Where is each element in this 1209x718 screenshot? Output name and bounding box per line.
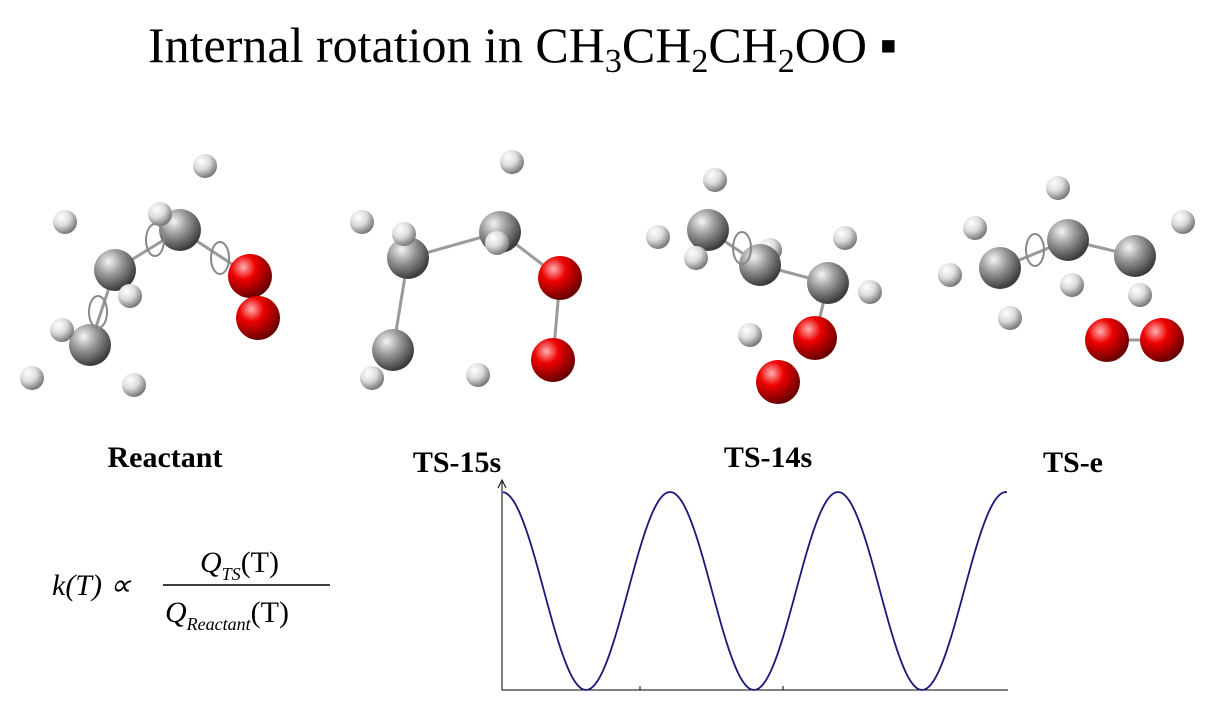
atom [122, 373, 146, 397]
formula-lhs: k(T) ∝ [52, 569, 131, 602]
atom [738, 323, 762, 347]
atom [485, 231, 509, 255]
atom [1128, 283, 1152, 307]
atom [20, 366, 44, 390]
atom [148, 202, 172, 226]
atom [646, 225, 670, 249]
argument: (T) [251, 596, 289, 629]
atom [500, 150, 524, 174]
atom [998, 306, 1022, 330]
atom [360, 366, 384, 390]
symbol: Q [200, 546, 222, 579]
atom [833, 226, 857, 250]
title-subscript: 2 [691, 43, 708, 80]
atom [979, 247, 1021, 289]
energy-profile [497, 478, 1008, 691]
atom [387, 237, 429, 279]
subscript: TS [222, 564, 241, 584]
atom [1046, 176, 1070, 200]
atom [938, 263, 962, 287]
atom [53, 210, 77, 234]
atom [94, 249, 136, 291]
atom [392, 222, 416, 246]
atom [1171, 210, 1195, 234]
rotation-marker [732, 231, 752, 265]
atom [858, 280, 882, 304]
atom [684, 246, 708, 270]
atom [807, 262, 849, 304]
atom [1047, 219, 1089, 261]
title-text: CH [708, 17, 777, 73]
atom [236, 296, 280, 340]
structure-label: Reactant [108, 441, 223, 474]
title-text: OO ▪ [795, 17, 897, 73]
atom [703, 168, 727, 192]
atom [118, 284, 142, 308]
atom [228, 254, 272, 298]
atom [1140, 318, 1184, 362]
atom [538, 256, 582, 300]
rotation-marker [1025, 233, 1045, 267]
rotation-marker [210, 241, 230, 275]
structure-label: TS-14s [724, 441, 812, 474]
atom [739, 244, 781, 286]
formula-denominator: QReactant(T) [165, 596, 289, 634]
atom [1085, 318, 1129, 362]
title-text: Internal rotation in CH [148, 17, 605, 73]
title-subscript: 3 [605, 43, 622, 80]
slide-title: Internal rotation in CH3CH2CH2OO ▪ [148, 17, 897, 80]
structure-label: TS-e [1043, 446, 1103, 479]
potential-curve [502, 491, 1007, 691]
atom [69, 324, 111, 366]
atom [1114, 235, 1156, 277]
atom [756, 360, 800, 404]
atom [963, 216, 987, 240]
rotation-marker [145, 223, 165, 257]
atom [372, 329, 414, 371]
title-subscript: 2 [778, 43, 795, 80]
atom [793, 316, 837, 360]
rotation-marker [88, 295, 108, 329]
atom [531, 338, 575, 382]
subscript: Reactant [186, 614, 252, 634]
atom [193, 154, 217, 178]
title-text: CH [622, 17, 691, 73]
molecules [20, 150, 1195, 404]
symbol: Q [165, 596, 187, 629]
atom [1060, 273, 1084, 297]
atom [350, 210, 374, 234]
argument: (T) [241, 546, 279, 579]
atom [50, 318, 74, 342]
formula-numerator: QTS(T) [200, 546, 279, 584]
atom [687, 209, 729, 251]
structure-label: TS-15s [413, 446, 501, 479]
axis-arrow [497, 478, 507, 489]
atom [466, 363, 490, 387]
